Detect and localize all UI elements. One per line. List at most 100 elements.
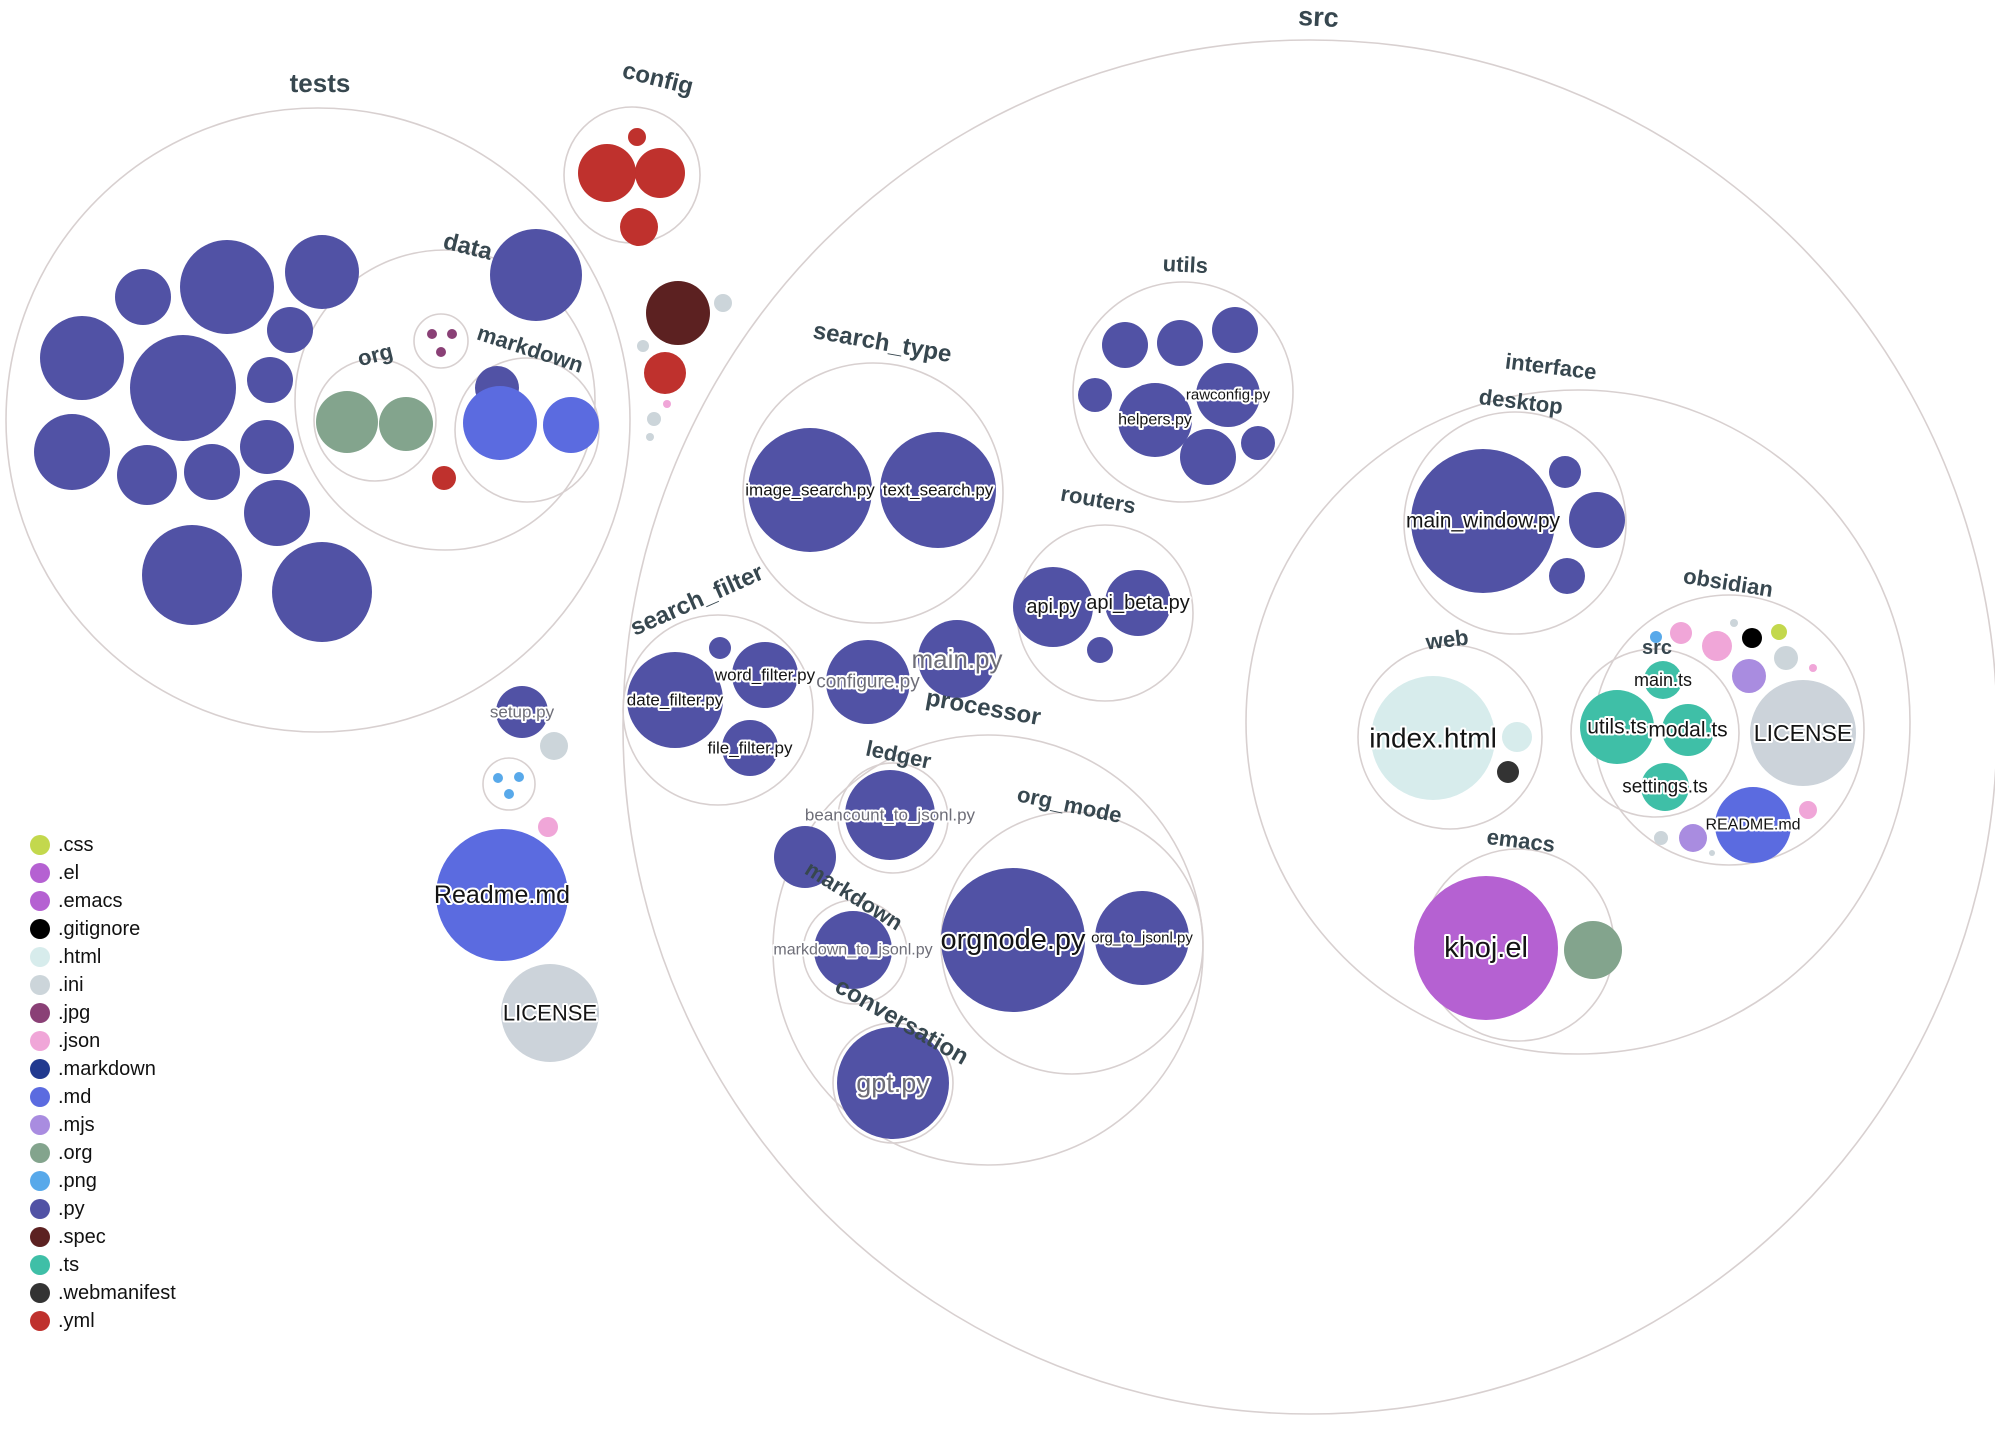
file-main-ts-label: main.ts (1634, 670, 1692, 690)
legend-label-gitignore: .gitignore (58, 918, 140, 940)
file-obsidian-json-3-circle (1809, 664, 1817, 672)
dir-org-mode-label: org_mode (1015, 781, 1124, 828)
file-file-filter-py-label: file_filter.py (707, 739, 793, 758)
file-rawconfig-py-circle (1196, 363, 1260, 427)
file-utils-py-2-circle (1157, 320, 1203, 366)
file-desktop-py-1-circle (1549, 456, 1581, 488)
legend-dot-el (30, 863, 50, 883)
file-helpers-py-label: helpers.py (1118, 412, 1192, 429)
file-data-jpg-3-circle (436, 347, 446, 357)
file-obsidian-json-1-circle (1670, 622, 1692, 644)
dir-processor-label: processor (924, 684, 1043, 731)
file-obsidian-license-circle (1750, 680, 1856, 786)
file-utils-ts-circle (1580, 690, 1654, 764)
legend-dot-mjs (30, 1115, 50, 1135)
file-setup-py-label: setup.py (490, 703, 555, 722)
legend-label-emacs: .emacs (58, 890, 122, 912)
file-readme-md-circle (436, 829, 568, 961)
file-utils-py-4-circle (1078, 378, 1112, 412)
file-tests-py-15-circle (490, 229, 582, 321)
file-orgnode-py-circle (941, 868, 1085, 1012)
file-config-yml-3-circle (635, 148, 685, 198)
dir-src-label: src (1297, 1, 1339, 33)
dir-interface-label: interface (1504, 349, 1598, 385)
file-main-py-circle (918, 620, 996, 698)
file-utils-ts-label: utils.ts (1587, 716, 1647, 739)
file-khoj-el-label: khoj.el (1444, 932, 1528, 964)
file-word-filter-py-circle (732, 642, 798, 708)
file-obsidian-mjs-1-circle (1732, 659, 1766, 693)
file-image-search-py-circle (748, 428, 872, 552)
file-tests-py-7-circle (247, 357, 293, 403)
legend-dot-json (30, 1031, 50, 1051)
dir-src-circle (622, 39, 1995, 1415)
file-tests-py-11-circle (184, 444, 240, 500)
dir-search-filter-label: search_filter (626, 559, 767, 642)
file-obsidian-ini-1-circle (1730, 619, 1738, 627)
legend-dot-html (30, 947, 50, 967)
dir-root-png-folder-circle (482, 757, 536, 811)
file-utils-py-1-circle (1102, 322, 1148, 368)
file-rawconfig-py-label: rawconfig.py (1186, 387, 1271, 404)
legend-dot-webmanifest (30, 1283, 50, 1303)
dir-processor-markdown-circle (802, 899, 908, 1005)
file-main-window-py-label: main_window.py (1406, 510, 1561, 533)
file-data-jpg-2-circle (447, 329, 457, 339)
file-khoj-el-circle (1414, 876, 1558, 1020)
dir-data-label: data (441, 228, 496, 266)
dir-tests-circle (5, 107, 631, 733)
file-data-jpg-1-circle (427, 329, 437, 339)
file-processor-py-small-circle (774, 826, 836, 888)
file-obsidian-mjs-2-circle (1679, 824, 1707, 852)
file-obsidian-json-4-circle (1799, 801, 1817, 819)
file-utils-py-6-circle (1241, 426, 1275, 460)
dir-search-filter-circle (622, 614, 814, 806)
dir-web-label: web (1423, 625, 1470, 655)
dir-data-circle (294, 249, 596, 551)
dir-data-org-label: org (355, 338, 395, 371)
legend: .css .el .emacs .gitignore .html .ini .jpg .jso… (30, 834, 176, 1332)
file-config-yml-2-circle (628, 128, 646, 146)
file-index-html-label: index.html (1369, 723, 1497, 754)
dir-obsidian-src-circle (1570, 648, 1740, 818)
file-tests-py-5-circle (130, 335, 236, 441)
file-obsidian-ini-4-circle (1709, 850, 1715, 856)
file-orgnode-py-label: orgnode.py (940, 924, 1086, 956)
file-license-circle (501, 964, 599, 1062)
file-data-yml-circle (432, 466, 456, 490)
file-root-spec-circle (646, 281, 710, 345)
dir-utils-circle (1072, 281, 1294, 503)
file-config-yml-4-circle (620, 208, 658, 246)
file-org-to-jsonl-py-label: org_to_jsonl.py (1091, 930, 1193, 947)
legend-dot-jpg (30, 1003, 50, 1023)
dir-data-org-circle (313, 358, 437, 482)
dir-desktop-circle (1403, 411, 1627, 635)
file-root-png-1-circle (493, 773, 503, 783)
dir-web-circle (1357, 644, 1543, 830)
file-obsidian-ini-3-circle (1654, 831, 1668, 845)
dir-tests-label: tests (290, 68, 351, 98)
file-data-org-2-circle (379, 397, 433, 451)
legend-dot-spec (30, 1227, 50, 1247)
file-webmanifest-circle (1497, 761, 1519, 783)
legend-label-el: .el (58, 862, 79, 884)
file-image-search-py-label: image_search.py (745, 481, 875, 500)
file-obsidian-license-label: LICENSE (1754, 720, 1852, 746)
file-obsidian-readme-md-circle (1715, 787, 1791, 863)
file-index-html-circle (1371, 676, 1495, 800)
file-file-filter-py-circle (722, 720, 778, 776)
file-markdown-to-jsonl-py-label: markdown_to_jsonl.py (773, 942, 932, 959)
file-word-filter-py-label: word_filter.py (714, 666, 816, 685)
circles-layer (5, 39, 1995, 1415)
legend-dot-css (30, 835, 50, 855)
legend-label-yml: .yml (58, 1310, 95, 1332)
legend-dot-yml (30, 1311, 50, 1331)
dir-search-type-label: search_type (811, 317, 954, 368)
file-data-md-2-circle (543, 397, 599, 453)
file-root-yml-circle (644, 352, 686, 394)
file-root-ini-4-circle (646, 433, 654, 441)
file-obsidian-readme-md-label: README.md (1705, 817, 1800, 834)
file-modal-ts-label: modal.ts (1648, 719, 1727, 742)
file-tests-py-1-circle (115, 269, 171, 325)
dir-utils-label: utils (1162, 251, 1208, 278)
